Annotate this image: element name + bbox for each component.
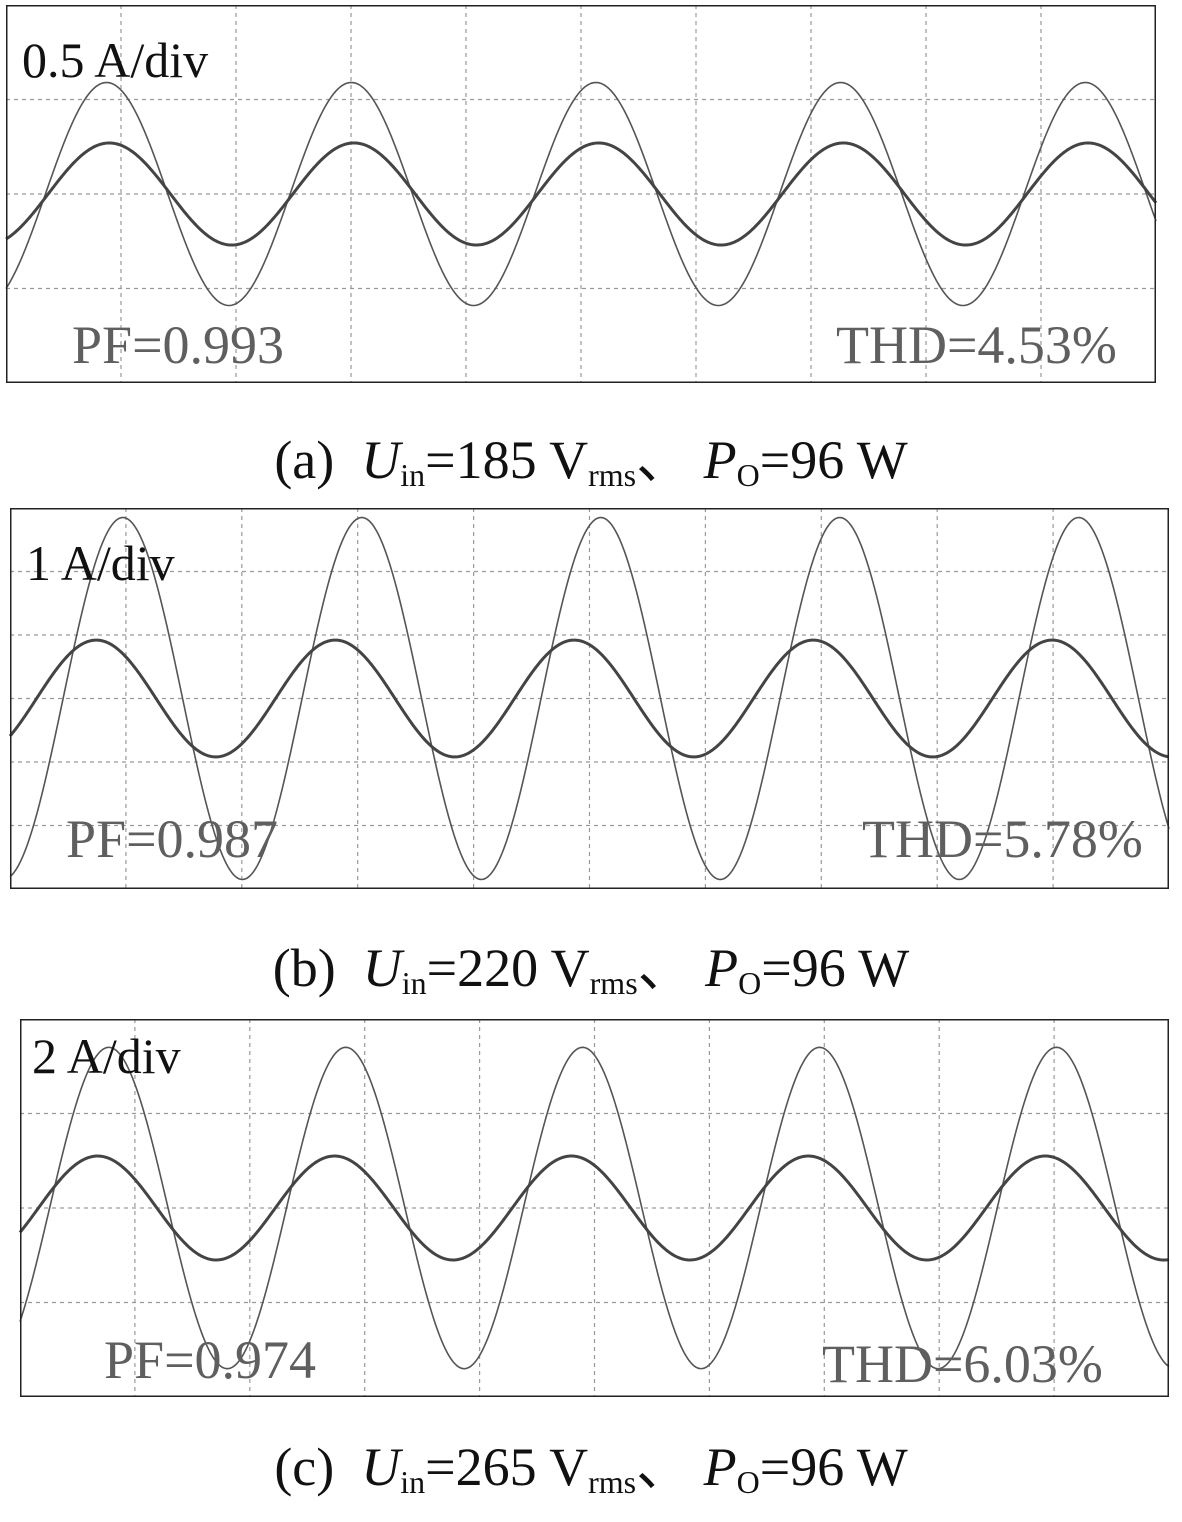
caption-b: (b) Uin=220 Vrms、 PO=96 W bbox=[0, 941, 1182, 999]
caption-u-sub: in bbox=[400, 1464, 426, 1500]
caption-p-symbol: P bbox=[703, 430, 737, 490]
caption-u-value: =185 V bbox=[425, 430, 589, 490]
caption-u-value: =265 V bbox=[425, 1437, 589, 1497]
plot-frame bbox=[20, 1019, 1169, 1397]
caption-p-value: =96 W bbox=[759, 430, 908, 490]
scope-plot-a bbox=[5, 5, 1158, 383]
caption-p-value: =96 W bbox=[761, 938, 910, 998]
caption-a: (a) Uin=185 Vrms、 PO=96 W bbox=[0, 433, 1182, 491]
caption-u-symbol: U bbox=[362, 938, 402, 998]
caption-panel: (c) bbox=[274, 1437, 335, 1497]
caption-u-sub: in bbox=[400, 457, 426, 493]
caption-u-symbol: U bbox=[361, 1437, 401, 1497]
scale-label: 1 A/div bbox=[26, 535, 175, 591]
scale-label: 0.5 A/div bbox=[22, 32, 209, 88]
waveform-trace-small bbox=[8, 638, 1170, 759]
caption-p-value: =96 W bbox=[759, 1437, 908, 1497]
caption-p-symbol: P bbox=[703, 1437, 737, 1497]
caption-p-sub: O bbox=[736, 457, 760, 493]
thd-label: THD=4.53% bbox=[836, 315, 1117, 375]
pf-label: PF=0.993 bbox=[72, 315, 285, 375]
caption-panel: (b) bbox=[272, 938, 336, 998]
thd-label: THD=6.03% bbox=[822, 1334, 1103, 1394]
waveform-panel-c: 2 A/div PF=0.974 THD=6.03% bbox=[18, 1019, 1170, 1397]
scope-plot-c bbox=[18, 1019, 1170, 1397]
caption-separator: 、 bbox=[636, 430, 691, 490]
plot-frame bbox=[10, 508, 1169, 889]
caption-p-sub: O bbox=[736, 1464, 760, 1500]
waveform-panel-b: 1 A/div PF=0.987 THD=5.78% bbox=[8, 508, 1170, 889]
waveform-trace-large bbox=[9, 516, 1170, 881]
caption-p-sub: O bbox=[738, 965, 762, 1001]
caption-u-value: =220 V bbox=[426, 938, 590, 998]
caption-separator: 、 bbox=[637, 938, 692, 998]
waveform-trace-large bbox=[5, 81, 1157, 307]
pf-label: PF=0.974 bbox=[104, 1330, 317, 1390]
caption-c: (c) Uin=265 Vrms、 PO=96 W bbox=[0, 1440, 1182, 1498]
caption-u-unit-sub: rms bbox=[588, 457, 637, 493]
caption-p-symbol: P bbox=[705, 938, 739, 998]
caption-u-sub: in bbox=[401, 965, 427, 1001]
caption-u-unit-sub: rms bbox=[589, 965, 638, 1001]
waveform-trace-small bbox=[18, 1154, 1170, 1262]
scale-label: 2 A/div bbox=[32, 1028, 181, 1084]
waveform-panel-a: 0.5 A/div PF=0.993 THD=4.53% bbox=[5, 5, 1158, 383]
pf-label: PF=0.987 bbox=[66, 809, 279, 869]
waveform-trace-small bbox=[5, 141, 1158, 247]
caption-u-symbol: U bbox=[361, 430, 401, 490]
waveform-trace-large bbox=[19, 1046, 1170, 1370]
caption-u-unit-sub: rms bbox=[588, 1464, 637, 1500]
caption-panel: (a) bbox=[274, 430, 335, 490]
plot-frame bbox=[6, 5, 1156, 383]
caption-separator: 、 bbox=[636, 1437, 691, 1497]
scope-plot-b bbox=[8, 508, 1170, 889]
thd-label: THD=5.78% bbox=[862, 809, 1143, 869]
